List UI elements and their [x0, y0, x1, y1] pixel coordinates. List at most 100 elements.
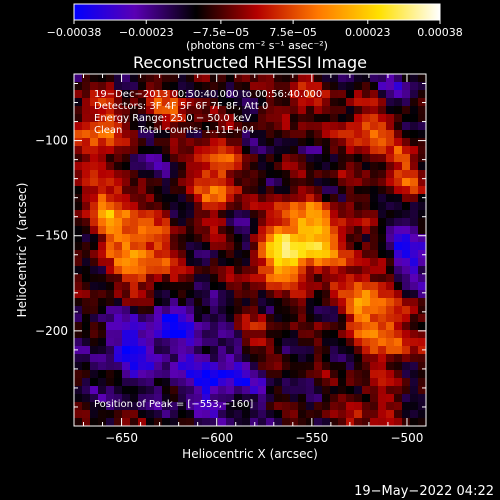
heatmap-cell — [258, 154, 267, 163]
heatmap-cell — [418, 266, 427, 275]
heatmap-cell — [82, 402, 91, 411]
heatmap-cell — [202, 90, 211, 99]
heatmap-cell — [338, 322, 347, 331]
heatmap-cell — [362, 226, 371, 235]
heatmap-cell — [306, 218, 315, 227]
heatmap-cell — [122, 234, 131, 243]
heatmap-cell — [138, 346, 147, 355]
heatmap-cell — [298, 154, 307, 163]
heatmap-cell — [410, 106, 419, 115]
heatmap-cell — [338, 410, 347, 419]
heatmap-cell — [106, 242, 115, 251]
heatmap-cell — [82, 258, 91, 267]
heatmap-cell — [106, 138, 115, 147]
heatmap-cell — [210, 218, 219, 227]
heatmap-cell — [242, 370, 251, 379]
heatmap-cell — [234, 258, 243, 267]
heatmap-cell — [322, 346, 331, 355]
heatmap-cell — [418, 290, 427, 299]
heatmap-cell — [162, 250, 171, 259]
heatmap-cell — [98, 170, 107, 179]
heatmap-cell — [90, 138, 99, 147]
heatmap-cell — [162, 162, 171, 171]
heatmap-cell — [258, 402, 267, 411]
heatmap-cell — [98, 258, 107, 267]
heatmap-cell — [290, 218, 299, 227]
heatmap-cell — [314, 290, 323, 299]
heatmap-cell — [274, 386, 283, 395]
heatmap-cell — [298, 194, 307, 203]
heatmap-cell — [378, 106, 387, 115]
heatmap-cell — [354, 354, 363, 363]
heatmap-cell — [74, 114, 83, 123]
heatmap-cell — [322, 138, 331, 147]
heatmap-cell — [362, 282, 371, 291]
heatmap-cell — [306, 114, 315, 123]
heatmap-cell — [154, 162, 163, 171]
heatmap-cell — [282, 82, 291, 91]
heatmap-cell — [290, 250, 299, 259]
heatmap-cell — [322, 330, 331, 339]
heatmap-cell — [394, 98, 403, 107]
heatmap-cell — [394, 106, 403, 115]
heatmap-cell — [210, 314, 219, 323]
heatmap-cell — [106, 234, 115, 243]
heatmap-cell — [394, 170, 403, 179]
heatmap-cell — [394, 402, 403, 411]
heatmap-cell — [98, 202, 107, 211]
heatmap-cell — [274, 74, 283, 83]
heatmap-cell — [306, 298, 315, 307]
heatmap-cell — [138, 194, 147, 203]
heatmap-cell — [98, 146, 107, 155]
heatmap-cell — [202, 338, 211, 347]
heatmap-cell — [218, 98, 227, 107]
heatmap-cell — [218, 394, 227, 403]
heatmap-cell — [234, 386, 243, 395]
heatmap-cell — [370, 314, 379, 323]
heatmap-cell — [162, 202, 171, 211]
heatmap-cell — [282, 402, 291, 411]
heatmap-cell — [178, 234, 187, 243]
heatmap-cell — [210, 202, 219, 211]
heatmap-cell — [314, 106, 323, 115]
heatmap-cell — [82, 154, 91, 163]
heatmap-cell — [74, 402, 83, 411]
heatmap-cell — [218, 274, 227, 283]
heatmap-cell — [82, 242, 91, 251]
heatmap-cell — [218, 306, 227, 315]
heatmap-cell — [322, 154, 331, 163]
heatmap-cell — [138, 402, 147, 411]
heatmap-cell — [282, 138, 291, 147]
heatmap-cell — [162, 314, 171, 323]
heatmap-cell — [122, 82, 131, 91]
heatmap-cell — [162, 402, 171, 411]
heatmap-cell — [122, 154, 131, 163]
heatmap-cell — [314, 402, 323, 411]
heatmap-cell — [82, 378, 91, 387]
heatmap-cell — [154, 362, 163, 371]
heatmap-cell — [122, 370, 131, 379]
heatmap-cell — [314, 170, 323, 179]
heatmap-cell — [162, 90, 171, 99]
heatmap-cell — [314, 346, 323, 355]
heatmap-cell — [306, 418, 315, 427]
heatmap-cell — [186, 338, 195, 347]
heatmap-cell — [282, 386, 291, 395]
heatmap-cell — [194, 114, 203, 123]
heatmap-cell — [154, 138, 163, 147]
heatmap-cell — [410, 234, 419, 243]
heatmap-cell — [90, 242, 99, 251]
heatmap-cell — [202, 194, 211, 203]
heatmap-cell — [290, 170, 299, 179]
heatmap-cell — [362, 378, 371, 387]
heatmap-cell — [290, 346, 299, 355]
heatmap-cell — [106, 354, 115, 363]
heatmap-cell — [130, 74, 139, 83]
heatmap-cell — [226, 290, 235, 299]
heatmap-cell — [146, 178, 155, 187]
heatmap-cell — [218, 90, 227, 99]
x-tick-label: −650 — [105, 431, 138, 445]
heatmap-cell — [362, 162, 371, 171]
heatmap-cell — [250, 82, 259, 91]
heatmap-cell — [146, 74, 155, 83]
